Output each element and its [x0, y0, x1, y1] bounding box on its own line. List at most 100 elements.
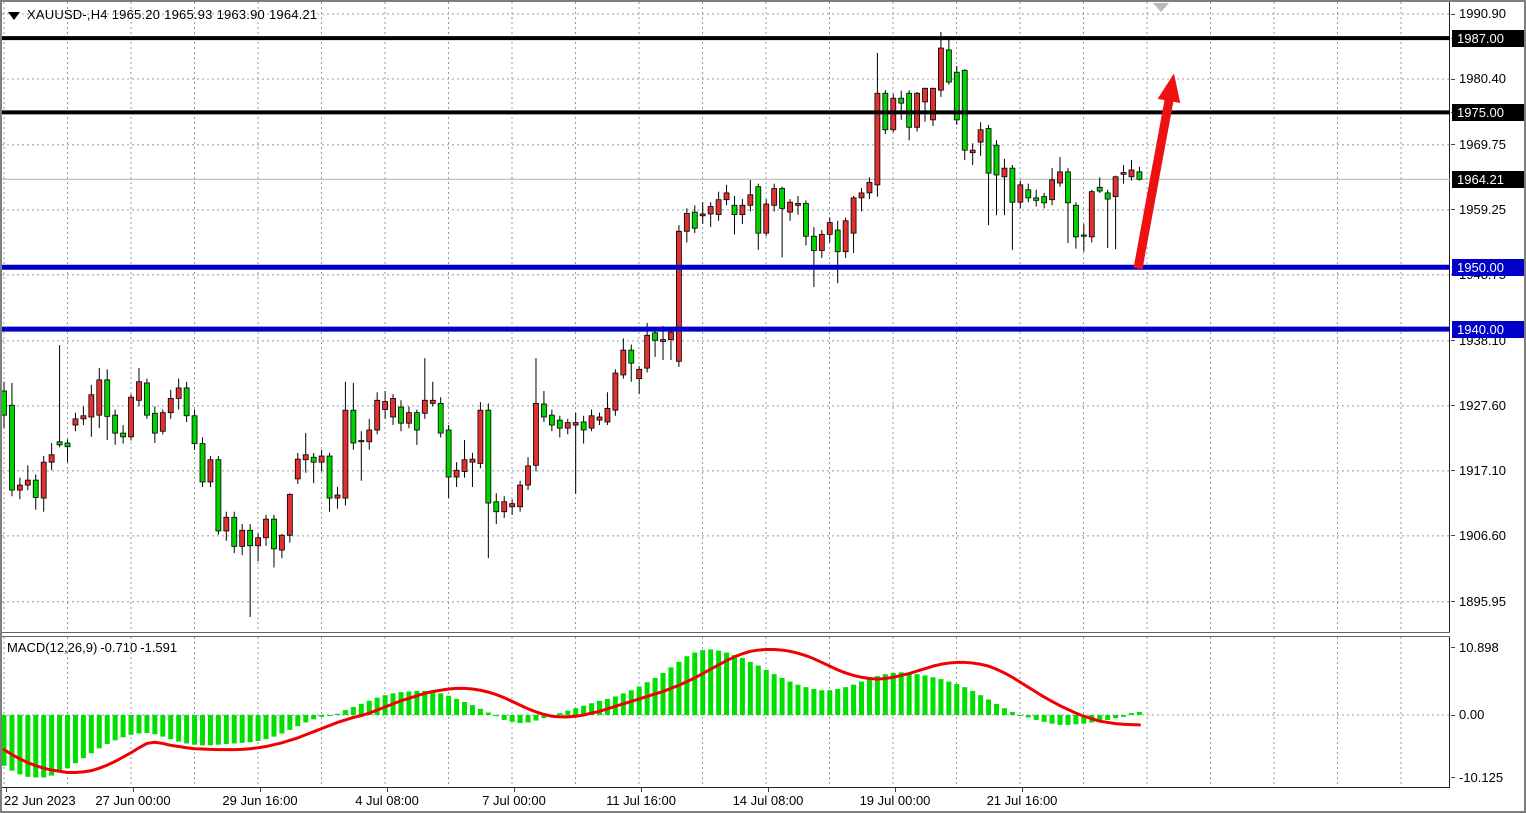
candle	[231, 511, 238, 554]
pane-splitter[interactable]	[2, 632, 1450, 637]
macd-histogram-bar	[358, 703, 364, 715]
candle	[413, 409, 420, 445]
candle	[191, 409, 198, 450]
macd-histogram-bar	[859, 681, 865, 715]
macd-histogram-bar	[263, 715, 269, 740]
date-label: 27 Jun 00:00	[95, 793, 171, 808]
macd-histogram-bar	[342, 710, 348, 715]
time-axis-tickmark	[895, 788, 896, 792]
macd-histogram-bar	[176, 715, 182, 742]
candle	[56, 345, 63, 448]
main-chart-pane[interactable]: XAUUSD-,H4 1965.20 1965.93 1963.90 1964.21	[2, 2, 1450, 632]
candle	[969, 143, 976, 166]
price-tick-label: 1906.60	[1459, 527, 1506, 543]
macd-histogram-bar	[168, 715, 174, 740]
date-label: 4 Jul 08:00	[355, 793, 419, 808]
candle	[930, 87, 936, 127]
candlestick-chart[interactable]	[2, 2, 1450, 632]
macd-histogram-bar	[160, 715, 166, 737]
price-axis[interactable]: 1990.90 1987.00 1980.40 1975.00 1969.75 1959.…	[1451, 2, 1524, 632]
candle	[985, 124, 992, 226]
chart-shift-marker-icon[interactable]	[1153, 3, 1169, 12]
candle	[1049, 168, 1055, 206]
macd-histogram-bar	[771, 674, 777, 715]
macd-main-value: -0.710	[100, 640, 138, 655]
candle	[747, 179, 754, 212]
trend-arrow-shaft[interactable]	[1133, 94, 1175, 270]
time-axis-tickmark	[260, 788, 261, 792]
candle	[1136, 166, 1143, 181]
macd-histogram-bar	[668, 667, 674, 715]
macd-histogram-bar	[231, 715, 237, 744]
macd-histogram-bar	[80, 715, 86, 759]
macd-indicator-pane[interactable]: MACD(12,26,9) -0.710 -1.591	[2, 637, 1450, 787]
macd-histogram-bar	[430, 691, 436, 715]
macd-histogram-bar	[1097, 715, 1103, 722]
macd-histogram-bar	[271, 715, 277, 737]
macd-histogram-bar	[994, 703, 999, 715]
candle	[167, 389, 174, 419]
macd-histogram-bar	[485, 712, 491, 715]
candle	[850, 196, 857, 253]
candle	[445, 425, 452, 499]
macd-histogram-bar	[731, 655, 737, 715]
price-badge-resistance-level: 1975.00	[1452, 103, 1524, 121]
macd-histogram-bar	[803, 687, 809, 715]
price-tick-label: 1917.10	[1459, 462, 1506, 478]
macd-histogram-bar	[493, 715, 499, 717]
candle	[286, 493, 293, 543]
macd-signal-value: -1.591	[140, 640, 178, 655]
high-value: 1965.93	[164, 7, 213, 22]
macd-histogram-bar	[184, 715, 190, 744]
macd-histogram-bar	[970, 690, 976, 715]
macd-histogram-bar	[835, 689, 841, 715]
candle	[223, 511, 230, 541]
candle	[945, 40, 952, 85]
candle	[660, 326, 666, 361]
macd-chart[interactable]	[2, 637, 1450, 787]
price-axis-tickmark	[1451, 535, 1455, 537]
candle	[374, 392, 381, 435]
candle	[866, 177, 873, 200]
candle	[525, 457, 531, 491]
candle	[334, 486, 341, 509]
macd-header: MACD(12,26,9) -0.710 -1.591	[7, 640, 180, 655]
macd-histogram-bar	[454, 698, 460, 715]
time-axis-tickmark	[1022, 788, 1023, 792]
macd-histogram-bar	[295, 715, 301, 727]
macd-histogram-bar	[739, 658, 745, 715]
macd-value-axis[interactable]: 10.898 0.00 -10.125	[1451, 637, 1524, 787]
candle	[32, 474, 39, 510]
trend-arrow-head[interactable]	[1157, 73, 1181, 104]
macd-histogram-bar	[239, 715, 245, 743]
macd-histogram-bar	[1057, 715, 1063, 725]
macd-histogram-bar	[192, 715, 198, 745]
candle	[938, 31, 944, 97]
macd-histogram-bar	[708, 649, 714, 715]
macd-histogram-bar	[866, 678, 872, 715]
macd-histogram-bar	[446, 695, 452, 715]
date-label: 22 Jun 2023	[4, 793, 76, 808]
candle	[826, 217, 833, 243]
macd-histogram-bar	[1049, 715, 1055, 724]
candle	[239, 524, 246, 556]
macd-histogram-bar	[311, 715, 317, 720]
time-axis-tickmark	[133, 788, 134, 792]
candle	[834, 220, 841, 284]
macd-histogram-bar	[557, 713, 563, 715]
macd-histogram-bar	[843, 687, 849, 715]
macd-histogram-bar	[1009, 711, 1015, 715]
macd-axis-tickmark	[1451, 714, 1455, 716]
macd-histogram-bar	[49, 715, 55, 776]
candle	[382, 391, 389, 419]
candle	[676, 225, 682, 367]
candle	[906, 90, 913, 141]
macd-histogram-bar	[747, 661, 753, 715]
date-label: 11 Jul 16:00	[606, 793, 676, 808]
time-axis[interactable]: 22 Jun 2023 27 Jun 00:00 29 Jun 16:00 4 Jul…	[2, 787, 1450, 811]
macd-histogram-bar	[501, 715, 507, 720]
macd-histogram-bar	[636, 686, 642, 715]
macd-histogram-bar	[604, 698, 610, 715]
time-axis-tickmark	[514, 788, 515, 792]
